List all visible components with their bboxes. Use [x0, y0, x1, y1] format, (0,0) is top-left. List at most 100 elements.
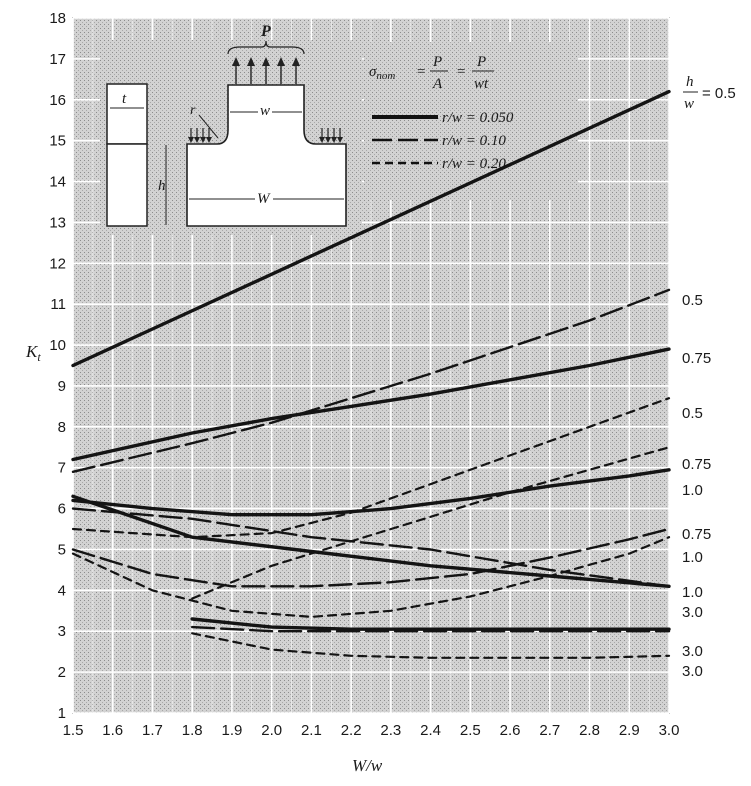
load-arrows — [188, 57, 343, 143]
y-tick-label: 14 — [49, 174, 66, 191]
y-tick-label: 6 — [58, 501, 66, 518]
series-line-2 — [71, 288, 671, 473]
curve-end-label: 3.0 — [682, 604, 703, 621]
diagram-t-label: t — [122, 91, 127, 107]
load-arrow-head — [262, 57, 270, 66]
y-tick-label: 4 — [58, 582, 66, 599]
series-line-10 — [71, 494, 671, 588]
x-tick-label: 2.4 — [420, 722, 441, 739]
diagram-load-label: P — [260, 23, 271, 40]
reaction-arrow-head — [325, 137, 331, 143]
x-tick-labels: 1.5 1.6 1.7 1.8 1.9 2.0 2.1 2.2 2.3 2.4 2.5 2.6 2.7 2… — [63, 722, 680, 739]
reaction-arrow-head — [188, 137, 194, 143]
x-tick-label: 2.2 — [341, 722, 362, 739]
series-line-9 — [71, 507, 671, 588]
x-tick-label: 2.7 — [539, 722, 560, 739]
legend-formula-d1: A — [432, 76, 443, 92]
x-tick-label: 2.1 — [301, 722, 322, 739]
x-tick-label: 3.0 — [659, 722, 680, 739]
series-line-13 — [191, 632, 671, 659]
y-tick-label: 3 — [58, 623, 66, 640]
header-w: w — [684, 96, 694, 112]
series-line-1 — [71, 89, 671, 368]
x-tick-label: 1.7 — [142, 722, 163, 739]
y-tick-label: 12 — [49, 255, 66, 272]
series-line-7 — [71, 527, 671, 588]
h-over-w-header: h w = 0.5 — [683, 74, 736, 112]
load-arrow-head — [232, 57, 240, 66]
curve-end-label: 1.0 — [682, 482, 703, 499]
y-tick-label: 13 — [49, 214, 66, 231]
legend-label-long-dash: r/w = 0.10 — [442, 133, 506, 149]
legend-label-short-dash: r/w = 0.20 — [442, 156, 506, 172]
fillet-pointer — [198, 114, 219, 139]
reaction-arrow-head — [194, 137, 200, 143]
y-tick-label: 17 — [49, 51, 66, 68]
x-tick-label: 2.5 — [460, 722, 481, 739]
diagram-w-label: w — [260, 103, 270, 119]
y-tick-label: 8 — [58, 419, 66, 436]
x-tick-label: 2.8 — [579, 722, 600, 739]
diagram-r-label: r — [190, 103, 196, 118]
legend-equals-2: = — [456, 64, 466, 80]
y-axis-title: Kt — [25, 342, 41, 364]
series-line-5 — [191, 446, 671, 600]
w-label-bg — [258, 100, 272, 118]
curve-end-label: 3.0 — [682, 663, 703, 680]
legend-label-solid: r/w = 0.050 — [442, 110, 514, 126]
x-tick-label: 2.0 — [261, 722, 282, 739]
header-h: h — [686, 74, 694, 90]
legend-background — [364, 42, 578, 200]
reaction-arrow-head — [337, 137, 343, 143]
y-tick-label: 5 — [58, 541, 66, 558]
y-tick-label: 16 — [49, 92, 66, 109]
W-label-bg — [255, 187, 273, 205]
x-tick-label: 2.3 — [380, 722, 401, 739]
y-tick-label: 7 — [58, 460, 66, 477]
y-tick-label: 9 — [58, 378, 66, 395]
reaction-arrow-head — [331, 137, 337, 143]
curve-end-label: 0.75 — [682, 526, 711, 543]
y-tick-label: 11 — [50, 296, 66, 313]
x-tick-label: 1.8 — [182, 722, 203, 739]
x-tick-label: 1.5 — [63, 722, 84, 739]
header-suffix: = 0.5 — [702, 85, 736, 102]
x-tick-label: 1.9 — [222, 722, 243, 739]
curve-end-label: 1.0 — [682, 549, 703, 566]
y-tick-label: 2 — [58, 664, 66, 681]
legend-formula-lhs: σnom — [369, 64, 395, 82]
series-line-4 — [71, 397, 671, 539]
legend-equals-1: = — [416, 64, 426, 80]
y-tick-label: 1 — [58, 705, 66, 722]
y-tick-label: 15 — [49, 133, 66, 150]
series-line-6 — [71, 468, 671, 517]
legend-formula-n1: P — [432, 54, 442, 70]
front-view-outline — [186, 84, 347, 227]
reaction-arrow-head — [206, 137, 212, 143]
legend: σnom = P A = P wt r/w = 0.050 r/w = 0.10… — [364, 42, 578, 200]
curve-end-label: 0.5 — [682, 292, 703, 309]
series-line-12 — [190, 625, 671, 633]
curve-end-labels: 0.5 0.75 0.5 0.75 1.0 0.75 1.0 1.0 3.0 3.0 3.0 — [682, 292, 711, 680]
x-tick-label: 2.9 — [619, 722, 640, 739]
series-line-8 — [71, 536, 671, 619]
x-tick-label: 1.6 — [102, 722, 123, 739]
series-line-3 — [71, 347, 671, 462]
reaction-arrow-head — [319, 137, 325, 143]
curve-end-label: 1.0 — [682, 584, 703, 601]
reaction-arrow-head — [200, 137, 206, 143]
curve-end-label: 3.0 — [682, 643, 703, 660]
load-arrow-head — [247, 57, 255, 66]
curve-end-label: 0.75 — [682, 456, 711, 473]
curve-end-label: 0.5 — [682, 405, 703, 422]
series-line-11 — [190, 617, 671, 631]
side-view-upper — [106, 83, 148, 145]
load-brace — [227, 40, 305, 55]
legend-formula-n2: P — [476, 54, 486, 70]
diagram-h-label: h — [158, 178, 166, 194]
x-axis-title: W/w — [352, 756, 383, 775]
diagram-W-label: W — [257, 191, 271, 207]
x-tick-label: 2.6 — [500, 722, 521, 739]
